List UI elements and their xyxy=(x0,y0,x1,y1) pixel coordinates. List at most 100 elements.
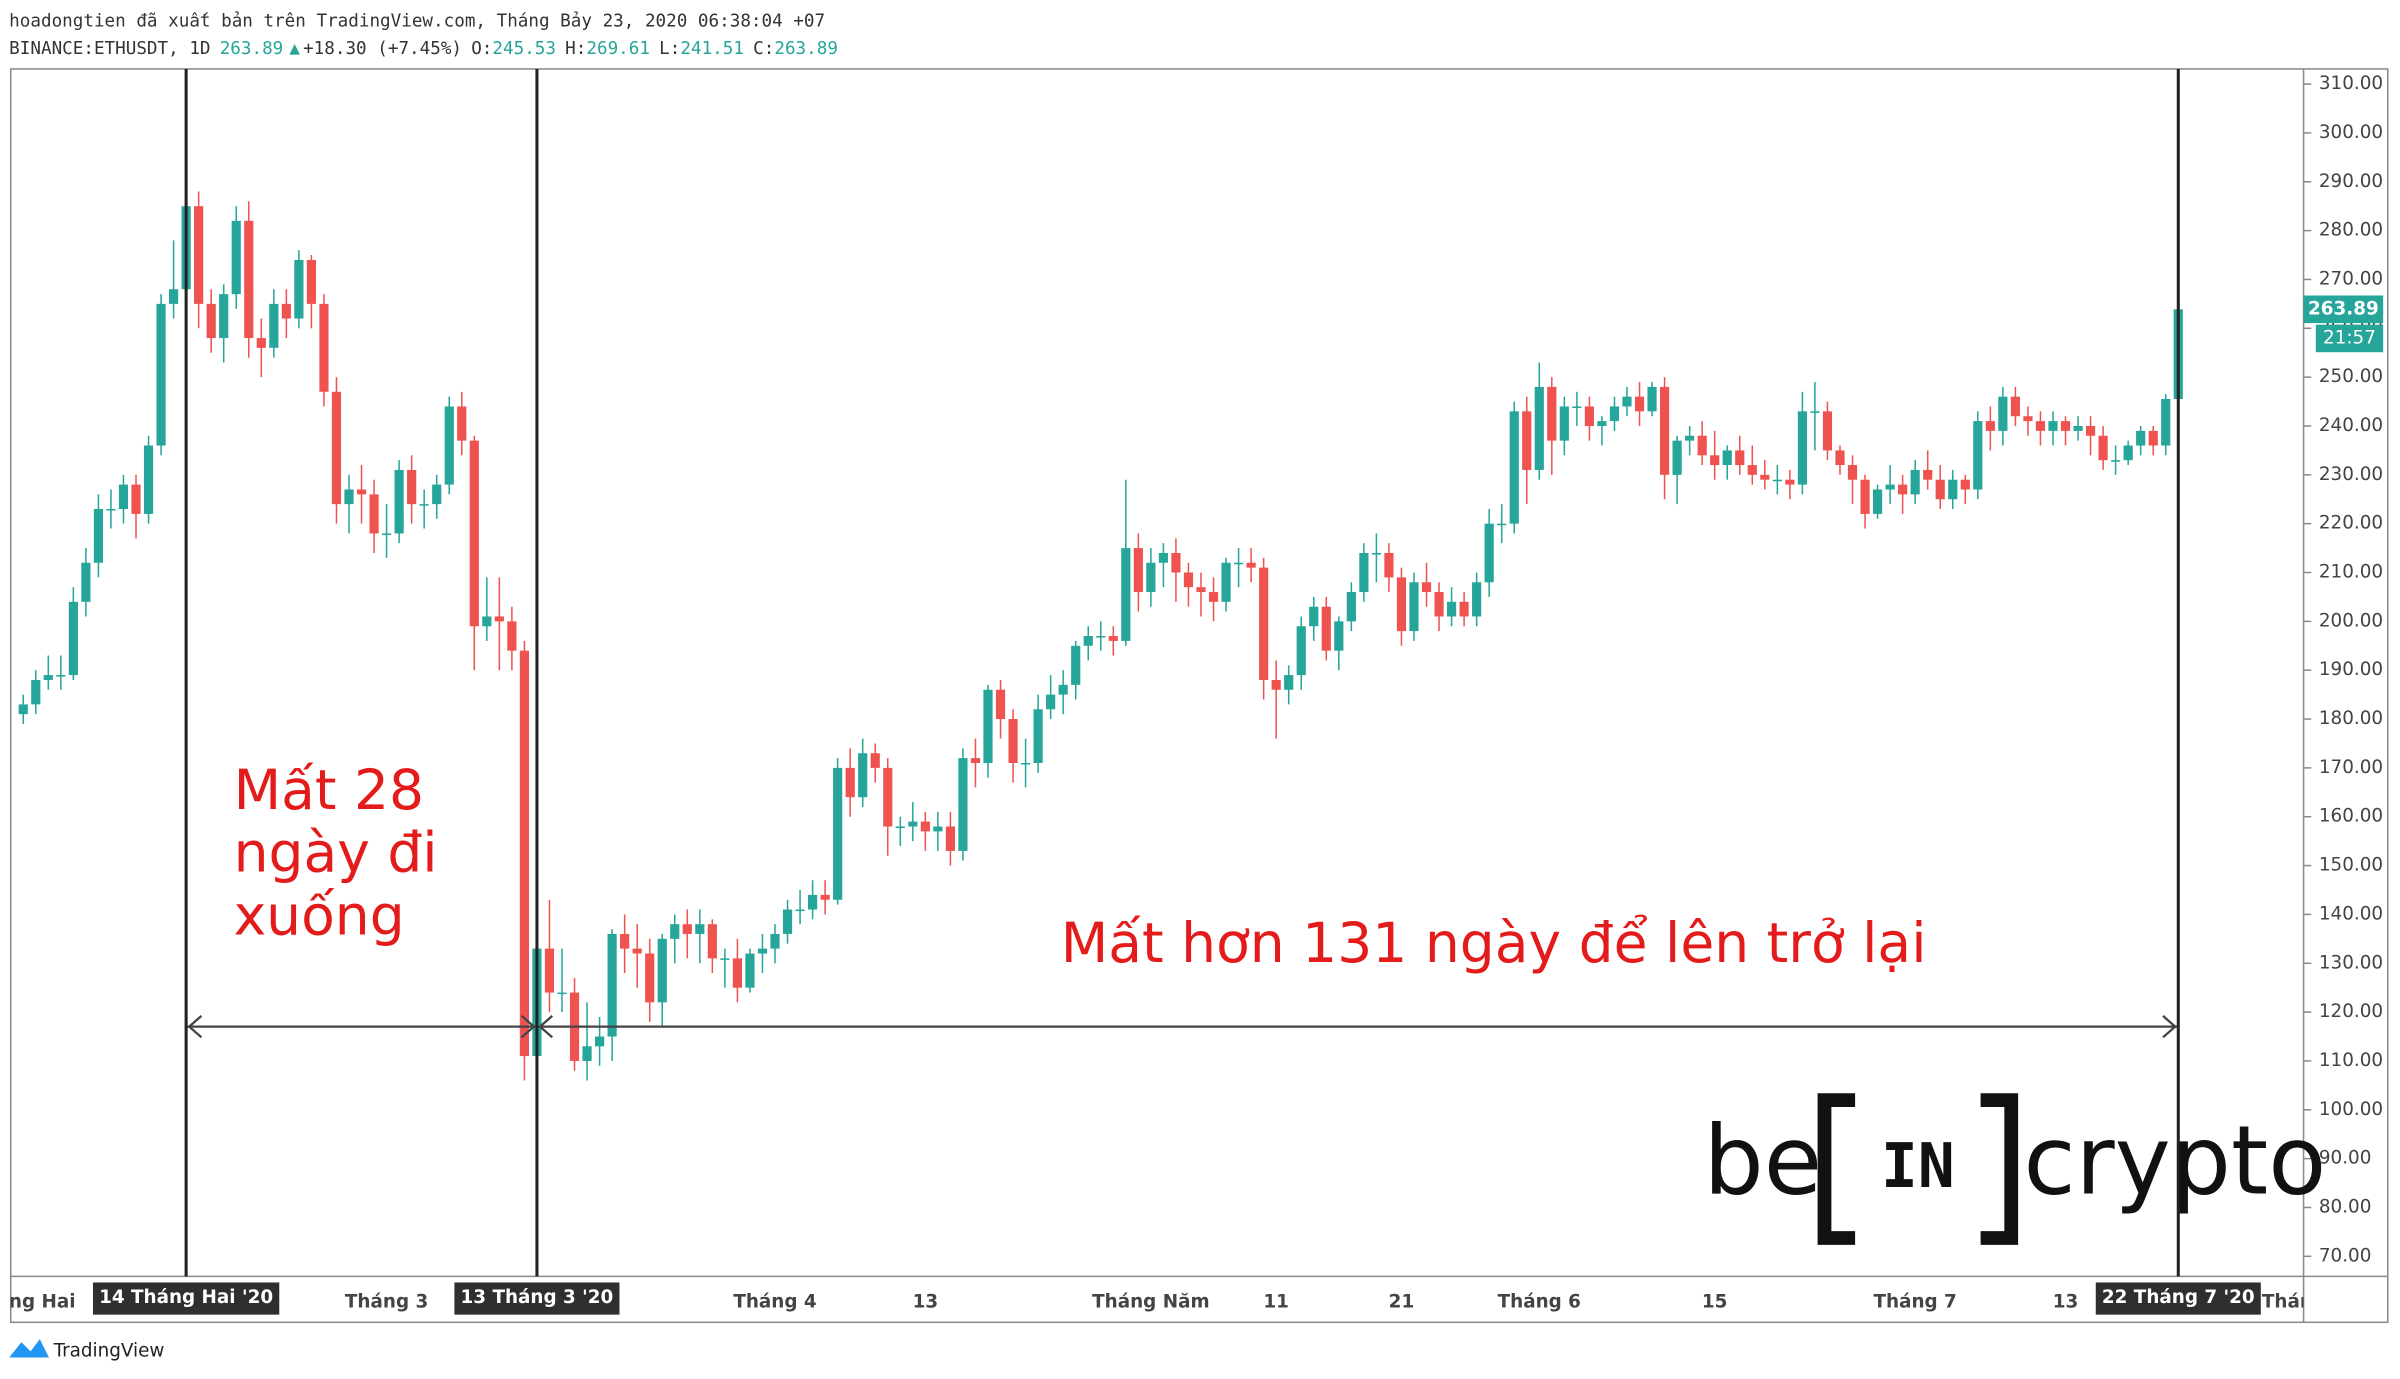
candle-body xyxy=(1071,645,1081,685)
y-tick-label: 310.00 xyxy=(2319,73,2383,94)
candle-body xyxy=(1597,421,1607,426)
candle-body xyxy=(2060,421,2071,431)
candle-body xyxy=(557,992,567,995)
candle-body xyxy=(43,675,53,680)
candle-body xyxy=(206,303,216,339)
candle-body xyxy=(369,494,379,534)
marker-label-text: 22 Tháng 7 '20 xyxy=(2102,1287,2255,1308)
candle-body xyxy=(1697,435,1707,456)
candle-body xyxy=(1847,465,1858,480)
candle-body xyxy=(745,953,755,988)
logo-right: crypto xyxy=(2023,1106,2326,1216)
candle-body xyxy=(645,953,655,1003)
up-arrow: ▲ xyxy=(289,39,300,59)
y-tick-label: 80.00 xyxy=(2319,1196,2372,1217)
candle-body xyxy=(469,440,479,627)
candle-body xyxy=(1960,479,1970,490)
candle-body xyxy=(31,679,41,705)
candle-body xyxy=(1020,763,1031,765)
candle-body xyxy=(519,650,530,1057)
candle-body xyxy=(770,933,780,949)
candle-body xyxy=(2048,421,2058,431)
price-axis: 70.00 80.00 90.00 100.00 110.00 120.00 130.00 1… xyxy=(2303,73,2384,1266)
candle-body xyxy=(1622,396,1632,407)
candle-body xyxy=(494,616,504,622)
x-tick-label: 13 xyxy=(2053,1291,2079,1312)
candle-body xyxy=(908,821,918,827)
candle-body xyxy=(68,601,78,676)
candle-body xyxy=(507,621,517,651)
marker-label: 22 Tháng 7 '20 xyxy=(2095,1282,2261,1315)
h-label: H: xyxy=(565,39,586,59)
candle-body xyxy=(845,767,855,798)
candle-body xyxy=(1083,636,1093,646)
candle-body xyxy=(319,303,329,392)
candle-body xyxy=(1785,479,1795,485)
candle-body xyxy=(1271,679,1281,690)
marker-label-text: 13 Tháng 3 '20 xyxy=(461,1287,614,1308)
candle-body xyxy=(970,758,981,764)
candle-body xyxy=(2123,445,2133,461)
candle-body xyxy=(757,948,768,954)
y-tick-label: 230.00 xyxy=(2319,464,2383,485)
candle-body xyxy=(2085,425,2096,436)
y-tick-label: 70.00 xyxy=(2319,1245,2372,1266)
frame xyxy=(9,68,2389,1324)
candle-body xyxy=(1509,411,1519,524)
candle-body xyxy=(1296,626,1306,676)
x-tick-label: 21 xyxy=(1389,1291,1415,1312)
candle-body xyxy=(118,484,129,510)
candle-body xyxy=(1484,523,1494,583)
candle-body xyxy=(1685,435,1695,441)
candle-body xyxy=(444,406,454,485)
y-tick-label: 190.00 xyxy=(2319,659,2383,680)
candle-body xyxy=(1121,548,1131,641)
candle-body xyxy=(1346,592,1356,622)
symbol: BINANCE:ETHUSDT, 1D xyxy=(9,39,210,59)
y-tick-label: 210.00 xyxy=(2319,562,2383,583)
y-tick-label: 170.00 xyxy=(2319,757,2383,778)
y-tick-label: 180.00 xyxy=(2319,708,2383,729)
candle-body xyxy=(256,338,266,348)
y-tick-label: 250.00 xyxy=(2319,366,2383,387)
candle-body xyxy=(1246,562,1256,568)
x-tick-label: Tháng 7 xyxy=(1873,1291,1956,1312)
candle-body xyxy=(56,675,66,677)
candle-body xyxy=(795,909,805,912)
header-quote: BINANCE:ETHUSDT, 1D 263.89 ▲ +18.30 (+7.45%… xyxy=(9,39,838,59)
candle-body xyxy=(1772,479,1782,482)
candle-body xyxy=(620,933,630,949)
footer-brand: TradingView xyxy=(53,1340,165,1361)
candle-body xyxy=(607,933,617,1037)
candle-body xyxy=(1421,582,1432,593)
candle-body xyxy=(432,484,442,505)
candle-body xyxy=(2023,416,2033,422)
candle-body xyxy=(1659,386,1670,475)
last-price: 263.89 xyxy=(220,39,284,59)
candle-body xyxy=(1434,592,1444,617)
y-tick-label: 90.00 xyxy=(2319,1148,2372,1169)
marker-label-bg xyxy=(92,1282,280,1315)
candle-body xyxy=(1985,421,1995,431)
x-tick-label: Tháng 3 xyxy=(345,1291,428,1312)
candle-body xyxy=(670,924,680,939)
candle-body xyxy=(858,753,868,798)
candle-body xyxy=(1046,694,1056,710)
candle-body xyxy=(807,894,818,910)
annotation-left: Mất 28 xyxy=(234,759,425,823)
candle-body xyxy=(356,489,367,495)
candle-body xyxy=(294,259,304,319)
candle-body xyxy=(820,894,830,900)
candle-body xyxy=(695,924,705,934)
logo-left: be xyxy=(1704,1106,1823,1216)
marker-label: 14 Tháng Hai '20 xyxy=(92,1282,280,1315)
header-published: hoadongtien đã xuất bản trên TradingView… xyxy=(9,11,825,31)
candle-body xyxy=(1647,386,1657,412)
marker-label-bg xyxy=(2095,1282,2261,1315)
countdown-tag xyxy=(2315,324,2384,353)
candle-body xyxy=(833,767,843,900)
candle-body xyxy=(331,391,342,505)
